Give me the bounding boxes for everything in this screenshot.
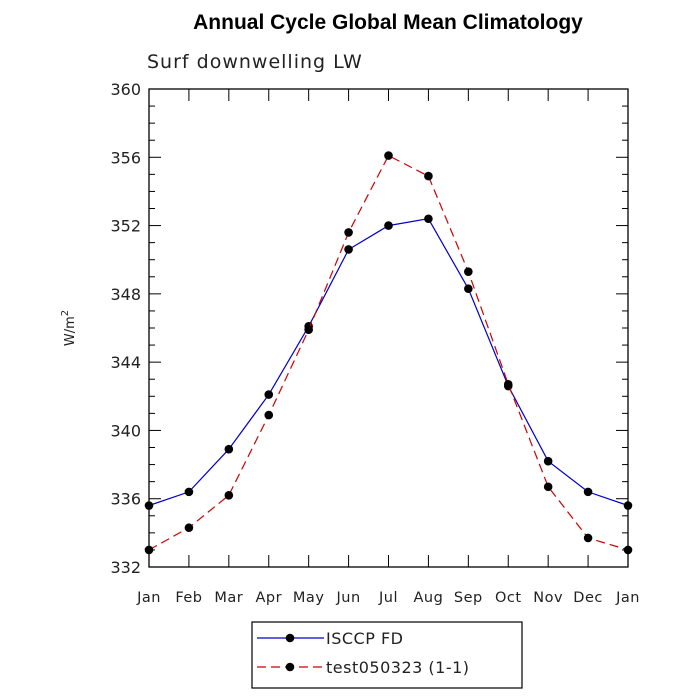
x-tick-label: May: [293, 590, 324, 606]
series-layer: [144, 151, 633, 555]
x-tick-label: Aug: [414, 590, 444, 606]
series-line-1: [148, 154, 629, 551]
x-tick-label: Jan: [615, 590, 640, 606]
x-tick-label: Apr: [255, 590, 282, 606]
data-point: [344, 245, 353, 254]
legend-marker-isccp: [285, 633, 295, 643]
data-point: [583, 487, 593, 497]
y-tick-label: 360: [110, 80, 141, 99]
plot-frame: [148, 88, 629, 568]
legend-label-test: test050323 (1-1): [326, 658, 470, 677]
x-tick-label: Jul: [378, 590, 398, 606]
data-point: [424, 171, 433, 181]
legend-box: [251, 621, 523, 689]
data-point: [384, 151, 393, 160]
series-line-0: [148, 218, 629, 507]
data-point: [464, 267, 473, 276]
tick-labels: 332 336 340 344 348 352 356 360 Jan Feb Mar Apr May J…: [110, 80, 639, 606]
data-point: [224, 491, 234, 500]
y-tick-label: 352: [110, 217, 141, 236]
axis-ticks: [148, 88, 629, 568]
legend: ISCCP FD test050323 (1-1): [251, 621, 523, 689]
x-tick-label: Dec: [573, 590, 603, 606]
data-point: [264, 390, 274, 399]
chart-subtitle: Surf downwelling LW: [147, 51, 363, 73]
data-point: [304, 325, 313, 335]
y-axis-label-exponent: 2: [60, 310, 71, 316]
data-point: [543, 456, 553, 466]
y-tick-label: 340: [110, 421, 141, 440]
x-tick-label: Oct: [495, 590, 522, 606]
data-point: [424, 214, 433, 224]
x-tick-label: Jun: [336, 590, 361, 606]
y-tick-label: 356: [110, 148, 141, 167]
chart-title: Annual Cycle Global Mean Climatology: [193, 11, 583, 34]
legend-marker-test: [285, 662, 295, 672]
data-point: [384, 221, 393, 230]
data-point: [264, 410, 274, 420]
legend-label-isccp: ISCCP FD: [326, 629, 403, 648]
data-point: [224, 444, 234, 454]
data-point: [583, 533, 593, 543]
y-tick-label: 332: [110, 558, 141, 577]
y-axis-label: W/m2: [60, 310, 78, 346]
data-point: [344, 228, 353, 237]
y-tick-label: 336: [110, 490, 141, 509]
data-point: [503, 380, 513, 389]
x-tick-label: Nov: [533, 590, 563, 606]
x-tick-label: Sep: [454, 590, 483, 606]
data-point: [184, 487, 194, 497]
data-point: [464, 284, 473, 294]
x-tick-label: Mar: [214, 590, 243, 606]
y-axis-label-unit: W/m: [63, 316, 78, 346]
x-tick-label: Feb: [175, 590, 202, 606]
data-point: [184, 523, 194, 533]
data-point: [543, 482, 553, 492]
y-tick-label: 344: [110, 353, 141, 372]
x-tick-label: Jan: [136, 590, 161, 606]
y-tick-label: 348: [110, 285, 141, 304]
